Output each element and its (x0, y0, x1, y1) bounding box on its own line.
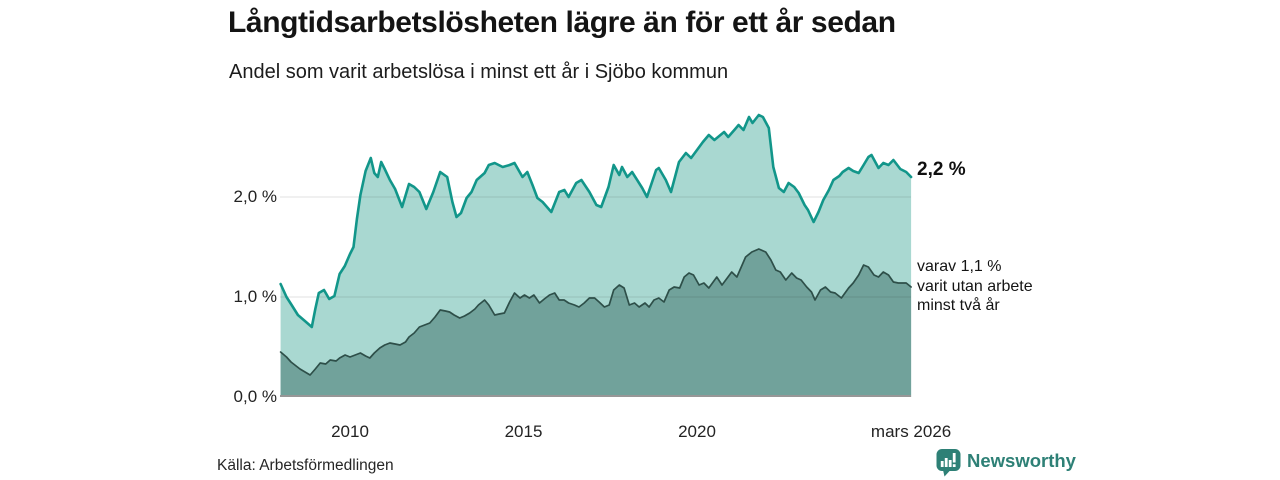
page-title: Långtidsarbetslösheten lägre än för ett … (228, 6, 896, 39)
two-year-line (279, 248, 912, 376)
breakdown-annotation: varav 1,1 % varit utan arbete minst två … (917, 257, 1033, 316)
total-line (279, 113, 913, 329)
newsworthy-wordmark: Newsworthy (967, 450, 1076, 471)
two-year-area-fill (280, 249, 912, 397)
breakdown-line: varit utan arbete (917, 277, 1033, 295)
source-label: Källa: Arbetsförmedlingen (217, 457, 394, 474)
breakdown-line: minst två år (917, 297, 1000, 314)
newsworthy-logo-icon (936, 449, 961, 477)
newsworthy-logo: Newsworthy (936, 448, 1076, 477)
chart-subtitle: Andel som varit arbetslösa i minst ett å… (229, 61, 729, 83)
breakdown-line: varav 1,1 % (917, 258, 1002, 275)
total-end-label: 2,2 % (917, 159, 966, 180)
